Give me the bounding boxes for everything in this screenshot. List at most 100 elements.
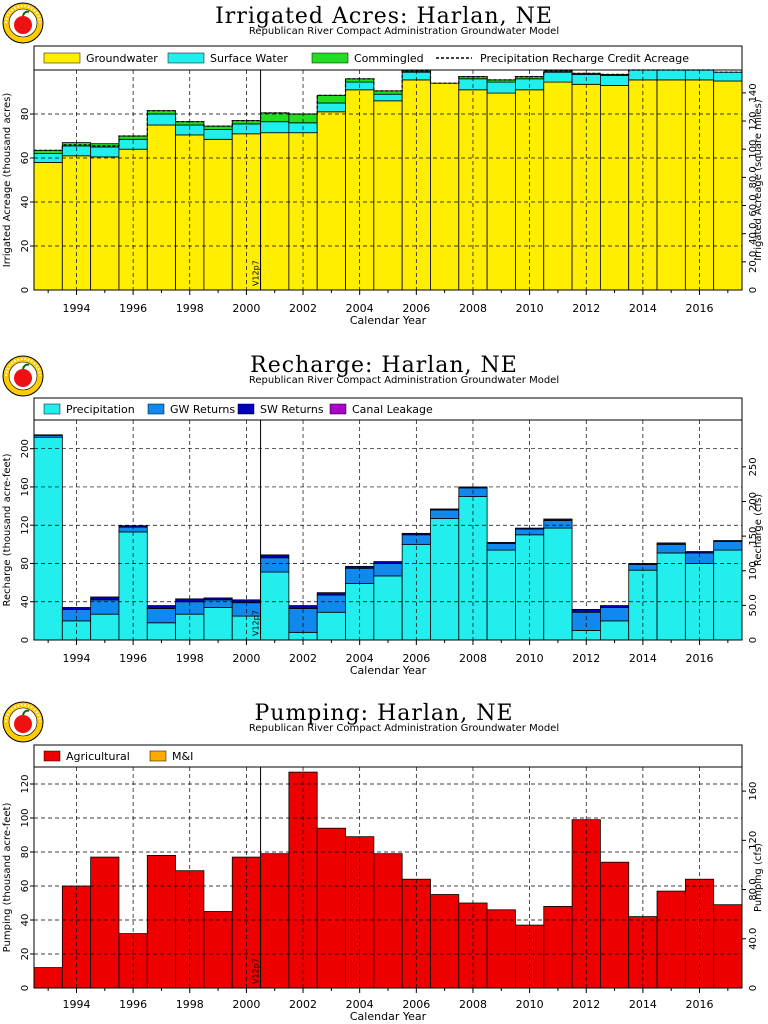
version-marker-label: V12p7	[252, 610, 261, 636]
bar-segment	[373, 100, 403, 291]
x-tick-label: 2008	[459, 998, 487, 1011]
bar-segment	[90, 613, 120, 641]
bar-segment	[656, 79, 686, 291]
y-tick-label: 60	[20, 880, 31, 893]
x-tick-label: 1998	[176, 302, 204, 315]
bar-segment	[656, 890, 686, 989]
bar-segment	[373, 93, 403, 102]
y2-tick-label: 50.0	[748, 594, 759, 616]
y-tick-label: 40	[20, 595, 31, 608]
legend-label: Precipitation Recharge Credit Acreage	[480, 52, 689, 65]
legend-swatch	[43, 750, 61, 762]
y-tick-label: 80	[20, 108, 31, 121]
x-tick-label: 2002	[289, 652, 317, 665]
y-tick-label: 40	[20, 196, 31, 209]
y2-tick-label: 0	[748, 637, 759, 643]
chart-subtitle: Republican River Compact Administration …	[248, 375, 560, 386]
legend-label: Groundwater	[86, 52, 158, 65]
bar-segment	[316, 592, 346, 596]
bar-segment	[600, 861, 630, 989]
x-tick-label: 2010	[516, 302, 544, 315]
bar-segment	[90, 596, 120, 601]
irrigated-acres-panel: Irrigated Acres: Harlan, NE Republican R…	[0, 0, 768, 340]
y2-tick-label: 40.0	[748, 928, 759, 950]
bar-segment	[430, 508, 460, 511]
chart-subtitle: Republican River Compact Administration …	[248, 26, 560, 37]
bar-segment	[260, 571, 290, 641]
bar-segment	[260, 554, 290, 559]
y2-tick-label: 100	[748, 140, 759, 159]
bar-segment	[430, 518, 460, 641]
bar-segment	[684, 551, 715, 554]
bar-segment	[600, 74, 630, 76]
bar-segment	[600, 85, 630, 291]
bar-segment	[146, 608, 176, 624]
x-tick-label: 2012	[572, 998, 600, 1011]
y-tick-label: 80	[20, 557, 31, 570]
y2-axis-label: Pumping (cfs)	[753, 843, 764, 912]
chart-title: Pumping: Harlan, NE	[254, 701, 514, 726]
bar-segment	[260, 132, 290, 291]
x-tick-label: 1994	[62, 998, 90, 1011]
y2-tick-label: 0	[748, 985, 759, 991]
y-tick-label: 0	[20, 985, 31, 991]
bar-segment	[33, 436, 63, 641]
x-tick-label: 2014	[629, 652, 657, 665]
y-tick-label: 160	[20, 477, 31, 496]
y-axis-label: Pumping (thousand acre-feet)	[2, 803, 13, 953]
y2-tick-label: 80.0	[748, 878, 759, 900]
bar-segment	[175, 598, 205, 603]
x-tick-label: 2012	[572, 652, 600, 665]
y-tick-label: 100	[20, 808, 31, 827]
recharge-chart: Precipitation GW Returns SW Returns Canal L…	[2, 397, 764, 677]
x-tick-label: 2002	[289, 302, 317, 315]
bar-segment	[316, 102, 346, 113]
bar-segment	[316, 111, 346, 291]
chart-title: Recharge: Harlan, NE	[250, 353, 518, 378]
y-tick-label: 20	[20, 948, 31, 961]
x-tick-label: 1996	[119, 652, 147, 665]
x-axis-label: Calendar Year	[350, 664, 427, 677]
bar-segment	[571, 611, 601, 631]
y2-tick-label: 60.0	[748, 194, 759, 216]
x-tick-label: 2012	[572, 302, 600, 315]
x-tick-label: 2000	[232, 302, 260, 315]
bar-segment	[373, 563, 403, 577]
bar-segment	[146, 113, 176, 126]
y2-axis-label: Recharge (cfs)	[753, 494, 764, 566]
y-tick-label: 120	[20, 516, 31, 535]
bar-segment	[486, 542, 516, 544]
bar-segment	[543, 70, 573, 73]
x-tick-label: 2000	[232, 998, 260, 1011]
x-tick-label: 1996	[119, 302, 147, 315]
chart-title: Irrigated Acres: Harlan, NE	[215, 4, 553, 29]
y-tick-label: 40	[20, 914, 31, 927]
bar-segment	[260, 853, 290, 989]
bar-segment	[316, 611, 346, 641]
x-tick-label: 2014	[629, 302, 657, 315]
bar-segment	[543, 520, 573, 529]
legend-swatch	[147, 403, 165, 415]
x-axis-label: Calendar Year	[350, 1010, 427, 1023]
y2-tick-label: 160	[748, 782, 759, 801]
legend-swatch	[43, 52, 81, 64]
y-axis-label: Recharge (thousand acre-feet)	[2, 453, 13, 606]
bar-segment	[203, 599, 233, 608]
bar-segment	[146, 605, 176, 609]
bar-segment	[373, 853, 403, 989]
bar-segment	[713, 540, 743, 542]
x-tick-label: 2004	[346, 652, 374, 665]
bar-segment	[345, 836, 375, 989]
bar-segment	[600, 605, 630, 608]
bar-segment	[656, 552, 686, 641]
bar-segment	[430, 894, 460, 989]
bar-segment	[543, 527, 573, 641]
y-tick-label: 200	[20, 439, 31, 458]
legend-swatch	[311, 52, 349, 64]
bar-segment	[486, 81, 516, 94]
bar-segment	[486, 909, 516, 989]
bar-segment	[316, 94, 346, 104]
bar-segment	[656, 69, 686, 81]
x-tick-label: 2008	[459, 302, 487, 315]
bar-segment	[146, 124, 176, 291]
